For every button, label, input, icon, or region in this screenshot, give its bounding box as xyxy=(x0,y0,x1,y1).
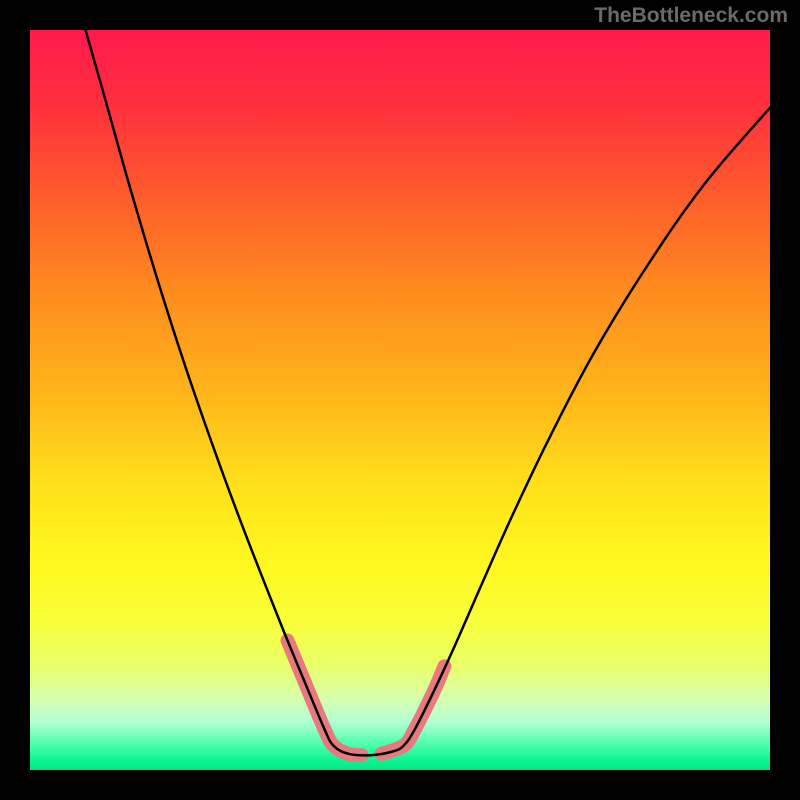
gradient-background xyxy=(30,30,770,770)
bottleneck-chart xyxy=(0,0,800,800)
watermark-text: TheBottleneck.com xyxy=(594,4,788,28)
chart-container: TheBottleneck.com xyxy=(0,0,800,800)
